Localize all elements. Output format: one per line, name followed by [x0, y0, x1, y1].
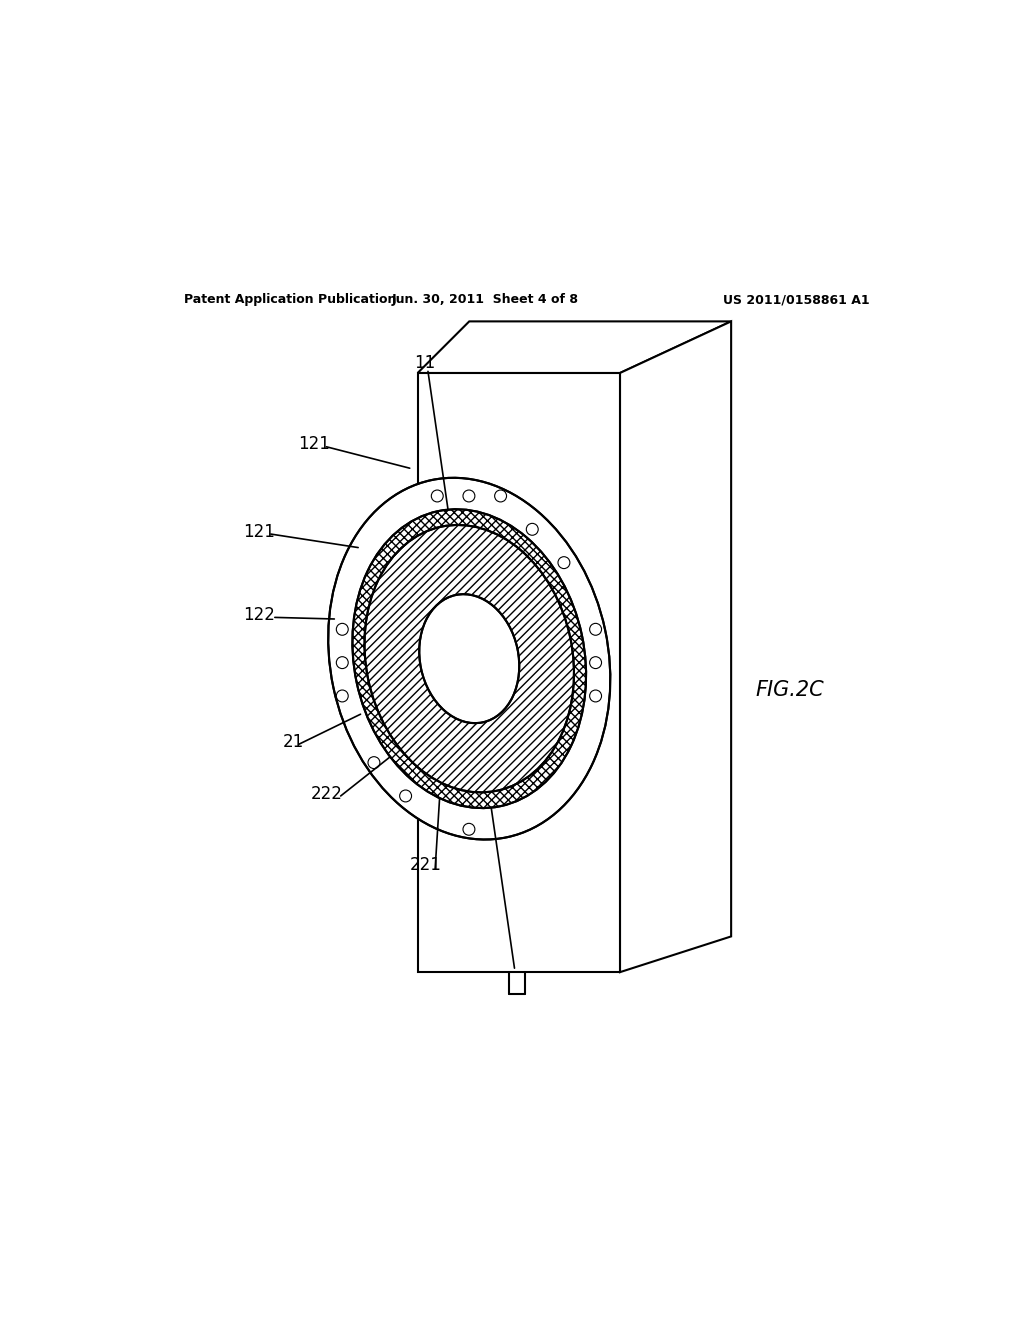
Text: 21: 21 [283, 733, 304, 751]
Ellipse shape [419, 594, 519, 723]
Text: FIG.2C: FIG.2C [755, 680, 823, 701]
Text: 121: 121 [243, 523, 275, 541]
Text: US 2011/0158861 A1: US 2011/0158861 A1 [723, 293, 870, 306]
Polygon shape [620, 321, 731, 972]
Ellipse shape [365, 525, 574, 792]
Text: 121: 121 [299, 436, 331, 453]
Text: 221: 221 [410, 855, 441, 874]
Text: 11: 11 [414, 355, 435, 372]
Polygon shape [418, 374, 620, 972]
Polygon shape [418, 321, 731, 374]
Text: 122: 122 [243, 606, 275, 624]
Text: Jun. 30, 2011  Sheet 4 of 8: Jun. 30, 2011 Sheet 4 of 8 [391, 293, 579, 306]
Text: Patent Application Publication: Patent Application Publication [183, 293, 396, 306]
Ellipse shape [329, 478, 610, 840]
Ellipse shape [352, 510, 586, 808]
Text: 222: 222 [310, 784, 342, 803]
